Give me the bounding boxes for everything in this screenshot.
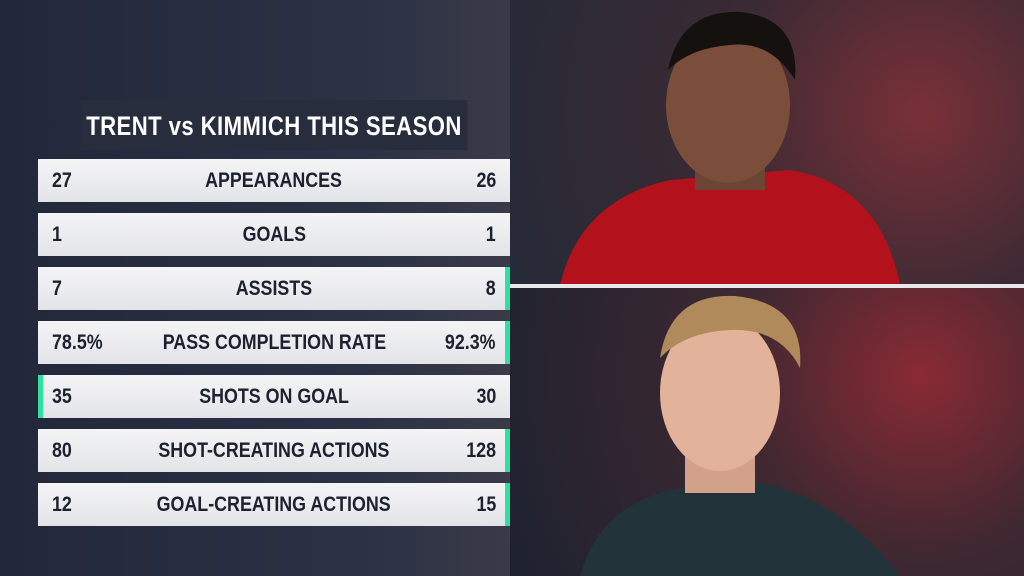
left-value: 80	[52, 429, 75, 473]
divider	[510, 284, 1024, 288]
leader-marker	[505, 321, 510, 364]
stat-row: 35 SHOTS ON GOAL 30	[38, 375, 510, 418]
stat-label-text: GOAL-CREATING ACTIONS	[156, 493, 392, 516]
right-value: 92.3%	[436, 321, 496, 365]
stat-label-text: ASSISTS	[235, 277, 313, 300]
right-value-text: 15	[476, 493, 496, 516]
right-value: 26	[473, 159, 496, 203]
leader-marker	[505, 267, 510, 310]
stat-row: 78.5% PASS COMPLETION RATE 92.3%	[38, 321, 510, 364]
stat-label: SHOTS ON GOAL	[38, 375, 510, 419]
stat-label: SHOT-CREATING ACTIONS	[38, 429, 510, 473]
stat-label-text: SHOT-CREATING ACTIONS	[158, 439, 390, 462]
leader-marker	[38, 375, 43, 418]
shirt	[560, 170, 900, 285]
title: TRENT vs KIMMICH THIS SEASON	[80, 100, 468, 150]
left-value: 12	[52, 483, 75, 527]
stat-label: GOALS	[38, 213, 510, 257]
stat-row: 12 GOAL-CREATING ACTIONS 15	[38, 483, 510, 526]
left-value: 7	[52, 267, 64, 311]
hair	[668, 11, 796, 80]
right-value-text: 30	[476, 385, 496, 408]
leader-marker	[505, 429, 510, 472]
stat-label: APPEARANCES	[38, 159, 510, 203]
stat-label-text: PASS COMPLETION RATE	[162, 331, 386, 354]
left-value: 35	[52, 375, 75, 419]
left-value: 78.5%	[52, 321, 112, 365]
stats-table: 27 APPEARANCES 26 1 GOALS 1 7 ASSISTS 8 78.5% PASS…	[38, 159, 510, 537]
left-value-text: 80	[52, 439, 72, 462]
right-value: 128	[461, 429, 496, 473]
left-value-text: 7	[52, 277, 62, 300]
left-value: 27	[52, 159, 75, 203]
stat-row: 7 ASSISTS 8	[38, 267, 510, 310]
head	[660, 315, 780, 471]
left-value-text: 27	[52, 169, 72, 192]
right-value: 15	[473, 483, 496, 527]
stat-row: 27 APPEARANCES 26	[38, 159, 510, 202]
left-value-text: 1	[52, 223, 62, 246]
right-value-text: 1	[486, 223, 496, 246]
stat-label: GOAL-CREATING ACTIONS	[38, 483, 510, 527]
right-value: 1	[484, 213, 496, 257]
left-value-text: 12	[52, 493, 72, 516]
shirt	[580, 483, 900, 576]
stat-label: ASSISTS	[38, 267, 510, 311]
right-value-text: 8	[486, 277, 496, 300]
stat-label: PASS COMPLETION RATE	[38, 321, 510, 365]
left-value-text: 35	[52, 385, 72, 408]
right-value-text: 128	[466, 439, 496, 462]
hair	[660, 295, 801, 368]
left-value-text: 78.5%	[52, 331, 103, 354]
right-value: 8	[484, 267, 496, 311]
head	[666, 27, 790, 183]
left-value: 1	[52, 213, 64, 257]
leader-marker	[505, 483, 510, 526]
right-value: 30	[473, 375, 496, 419]
photo-art	[560, 11, 900, 285]
player-photo-top	[510, 0, 1024, 285]
stat-label-text: GOALS	[242, 223, 306, 246]
right-value-text: 26	[476, 169, 496, 192]
player-photo-bottom	[510, 288, 1024, 576]
stat-row: 1 GOALS 1	[38, 213, 510, 256]
stat-label-text: APPEARANCES	[205, 169, 343, 192]
stat-row: 80 SHOT-CREATING ACTIONS 128	[38, 429, 510, 472]
photo-art	[580, 295, 900, 576]
stat-label-text: SHOTS ON GOAL	[199, 385, 349, 408]
right-value-text: 92.3%	[445, 331, 496, 354]
